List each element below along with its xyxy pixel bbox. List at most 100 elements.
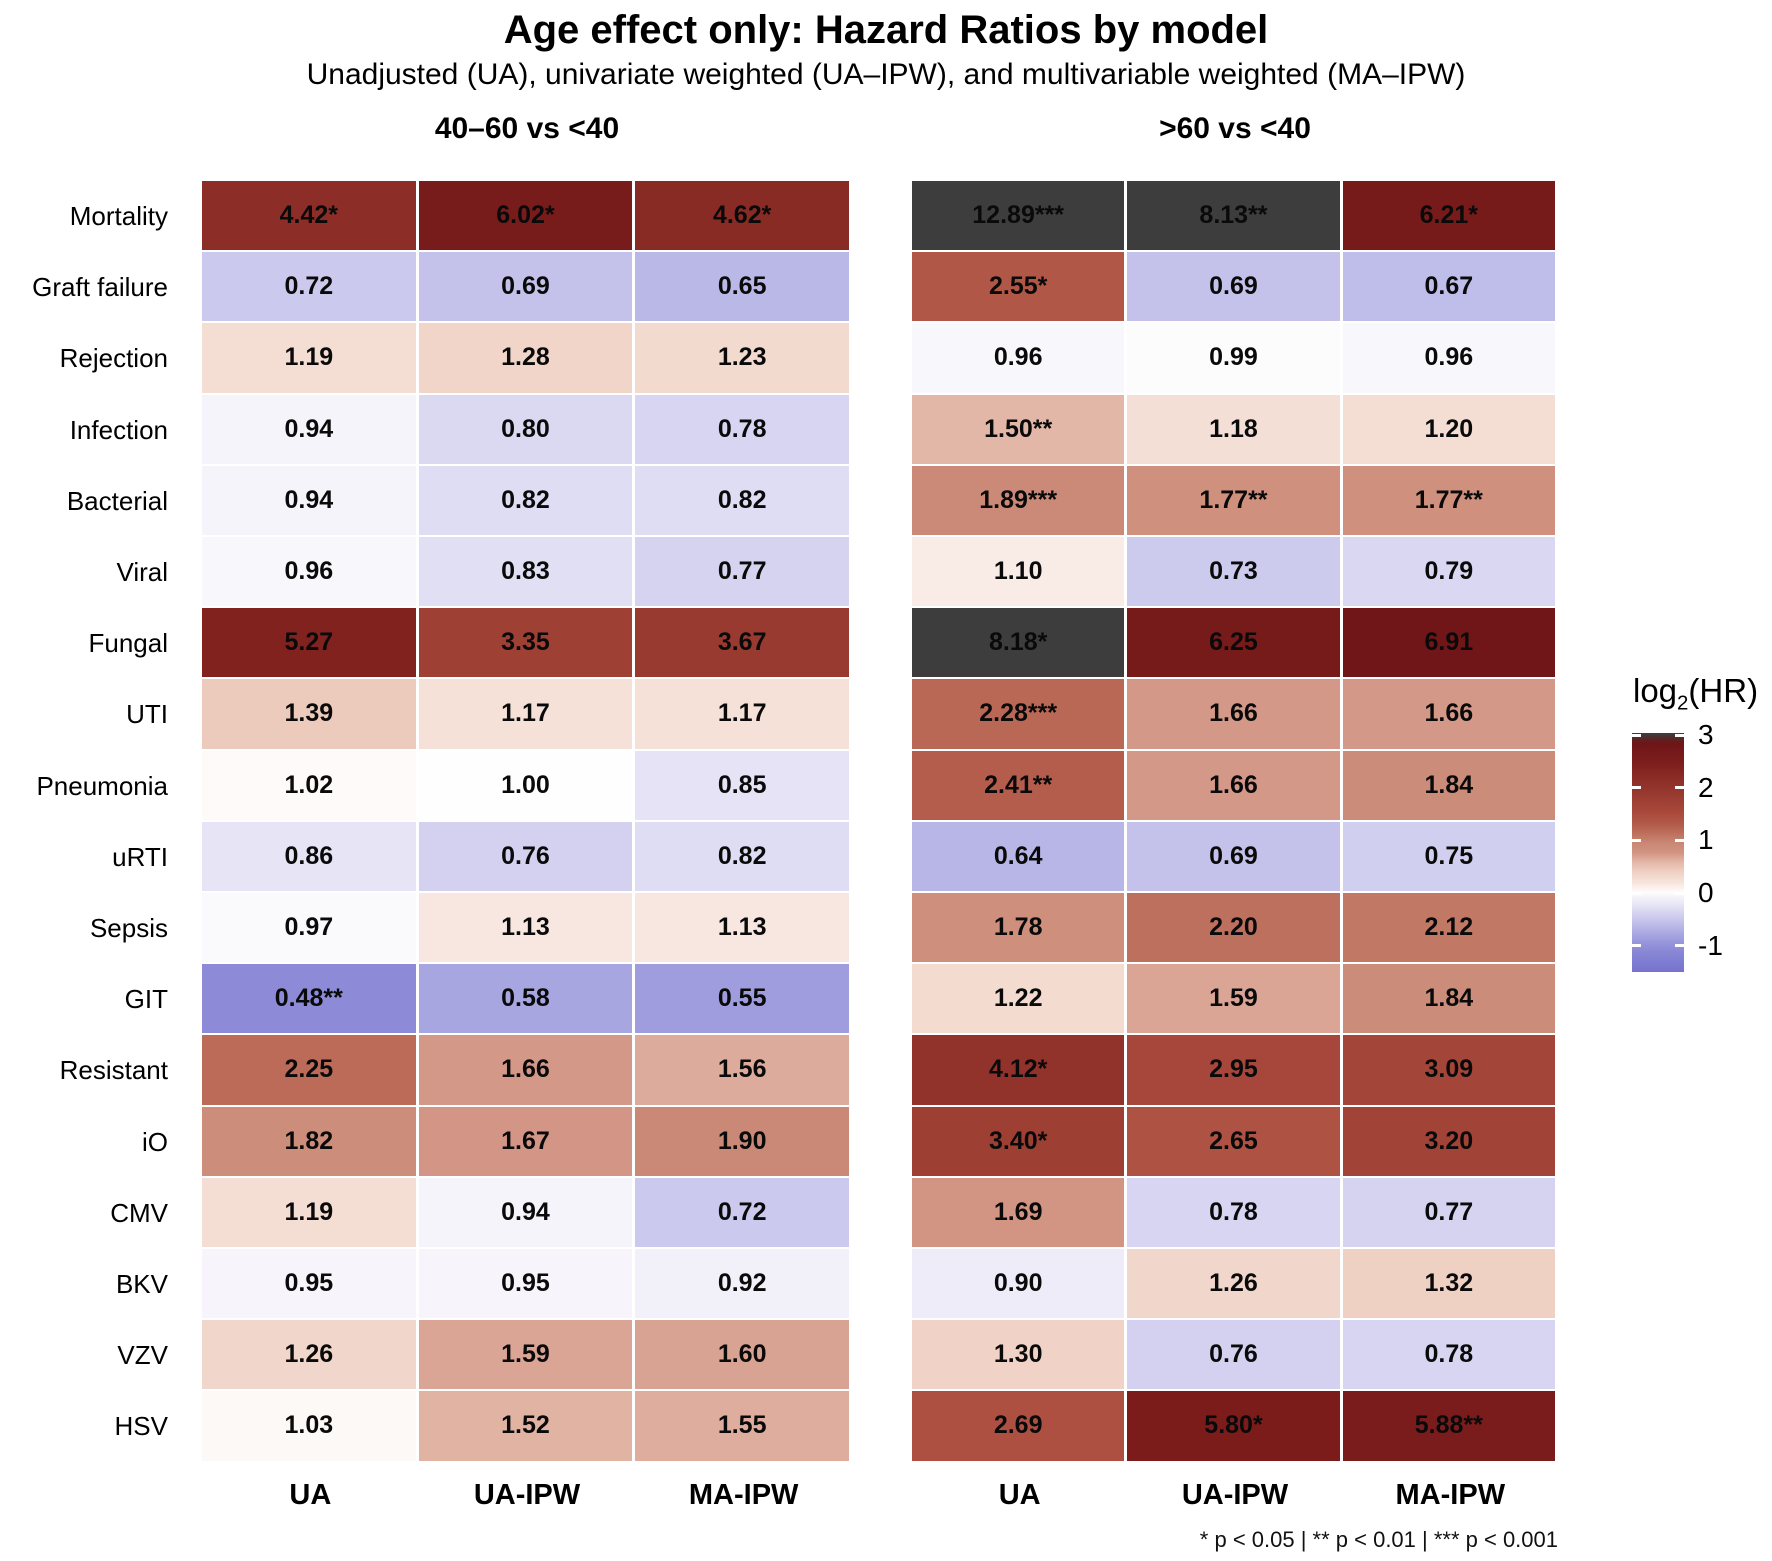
- heatmap-cell: 12.89***: [912, 181, 1125, 251]
- heatmap-cell: 2.28***: [912, 679, 1125, 749]
- heatmap-cell: 0.79: [1342, 537, 1555, 607]
- heatmap-cell: 0.86: [202, 821, 416, 891]
- row-label: Mortality: [69, 201, 168, 232]
- heatmap-cell: 1.66: [418, 1035, 633, 1105]
- heatmap-cell: 2.20: [1127, 893, 1340, 963]
- legend-tick-label: 1: [1698, 824, 1714, 856]
- legend-tick-mark: [1675, 891, 1684, 895]
- heatmap-cell: 0.73: [1127, 537, 1340, 607]
- heatmap-cell: 0.94: [202, 465, 416, 535]
- heatmap-cell: 1.66: [1127, 750, 1340, 820]
- heatmap-cell: 0.72: [635, 1177, 849, 1247]
- chart-title: Age effect only: Hazard Ratios by model: [503, 8, 1269, 52]
- heatmap-cell: 5.88**: [1342, 1391, 1555, 1461]
- heatmap-cell: 1.50**: [912, 394, 1125, 464]
- heatmap-cell: 6.25: [1127, 608, 1340, 678]
- legend-title-subscript: 2: [1677, 691, 1689, 715]
- heatmap-cell: 4.42*: [202, 181, 416, 251]
- heatmap-cell: 0.80: [418, 394, 633, 464]
- heatmap-cell: 1.84: [1342, 964, 1555, 1034]
- heatmap-cell: 5.27: [202, 608, 416, 678]
- heatmap-cell: 1.26: [202, 1320, 416, 1390]
- row-label: BKV: [115, 1269, 168, 1300]
- heatmap-cell: 3.40*: [912, 1106, 1125, 1176]
- column-axis-label: UA-IPW: [473, 1479, 581, 1511]
- heatmap-cell: 1.67: [418, 1106, 633, 1176]
- heatmap-cell: 1.00: [418, 750, 633, 820]
- heatmap-cell: 1.59: [1127, 964, 1340, 1034]
- chart-subtitle: Unadjusted (UA), univariate weighted (UA…: [306, 58, 1466, 91]
- heatmap-cell: 4.62*: [635, 181, 849, 251]
- legend-tick-mark: [1675, 944, 1684, 948]
- heatmap-cell: 2.69: [912, 1391, 1125, 1461]
- heatmap-cell: 1.17: [635, 679, 849, 749]
- heatmap-cell: 2.65: [1127, 1106, 1340, 1176]
- panel-header-40-60-vs-under40: 40–60 vs <40: [434, 112, 620, 145]
- heatmap-cell: 1.19: [202, 323, 416, 393]
- heatmap-cell: 1.02: [202, 750, 416, 820]
- row-label: Resistant: [59, 1055, 168, 1086]
- heatmap-cell: 0.97: [202, 893, 416, 963]
- heatmap-cell: 0.77: [1342, 1177, 1555, 1247]
- heatmap-cell: 8.18*: [912, 608, 1125, 678]
- legend-title-prefix: log: [1633, 672, 1678, 709]
- heatmap-cell: 3.67: [635, 608, 849, 678]
- heatmap-cell: 0.85: [635, 750, 849, 820]
- heatmap-cell: 1.60: [635, 1320, 849, 1390]
- heatmap-cell: 0.69: [418, 252, 633, 322]
- row-label: Bacterial: [66, 485, 168, 516]
- heatmap-cell: 1.13: [635, 893, 849, 963]
- legend-tick-label: -1: [1698, 929, 1723, 961]
- heatmap-cell: 1.52: [418, 1391, 633, 1461]
- legend-tick-mark: [1632, 733, 1641, 737]
- row-label: UTI: [126, 699, 168, 730]
- column-axis-label: UA: [289, 1479, 332, 1511]
- heatmap-cell: 0.58: [418, 964, 633, 1034]
- heatmap-cell: 1.82: [202, 1106, 416, 1176]
- legend-tick-mark: [1675, 733, 1684, 737]
- legend-tick-mark: [1632, 786, 1641, 790]
- row-label: uRTI: [112, 841, 168, 872]
- heatmap-cell: 0.75: [1342, 821, 1555, 891]
- heatmap-cell: 1.22: [912, 964, 1125, 1034]
- column-axis-label: UA-IPW: [1181, 1479, 1289, 1511]
- heatmap-cell: 3.35: [418, 608, 633, 678]
- heatmap-cell: 0.83: [418, 537, 633, 607]
- heatmap-cell: 1.19: [202, 1177, 416, 1247]
- heatmap-cell: 0.95: [202, 1249, 416, 1319]
- row-label: Viral: [116, 557, 168, 588]
- heatmap-cell: 1.32: [1342, 1249, 1555, 1319]
- heatmap-cell: 3.09: [1342, 1035, 1555, 1105]
- heatmap-cell: 1.77**: [1342, 465, 1555, 535]
- heatmap-cell: 2.41**: [912, 750, 1125, 820]
- heatmap-cell: 0.64: [912, 821, 1125, 891]
- heatmap-cell: 0.76: [1127, 1320, 1340, 1390]
- heatmap-cell: 2.25: [202, 1035, 416, 1105]
- legend-title-suffix: (HR): [1688, 672, 1759, 709]
- legend-tick-mark: [1632, 891, 1641, 895]
- heatmap-cell: 0.95: [418, 1249, 633, 1319]
- heatmap-cell: 0.96: [912, 323, 1125, 393]
- heatmap-cell: 0.78: [1342, 1320, 1555, 1390]
- column-axis-label: MA-IPW: [1395, 1479, 1506, 1511]
- heatmap-cell: 0.92: [635, 1249, 849, 1319]
- heatmap-cell: 1.10: [912, 537, 1125, 607]
- column-axis-label: UA: [998, 1479, 1041, 1511]
- heatmap-cell: 1.17: [418, 679, 633, 749]
- heatmap-cell: 4.12*: [912, 1035, 1125, 1105]
- heatmap-cell: 1.30: [912, 1320, 1125, 1390]
- heatmap-cell: 3.20: [1342, 1106, 1555, 1176]
- heatmap-cell: 0.76: [418, 821, 633, 891]
- heatmap-cell: 5.80*: [1127, 1391, 1340, 1461]
- column-axis-label: MA-IPW: [688, 1479, 799, 1511]
- heatmap-cell: 0.82: [418, 465, 633, 535]
- row-label: VZV: [117, 1340, 168, 1371]
- heatmap-cell: 2.95: [1127, 1035, 1340, 1105]
- heatmap-cell: 1.84: [1342, 750, 1555, 820]
- heatmap-cell: 0.69: [1127, 821, 1340, 891]
- heatmap-cell: 0.67: [1342, 252, 1555, 322]
- panel-header-over60-vs-under40: >60 vs <40: [1159, 112, 1311, 145]
- heatmap-cell: 0.82: [635, 821, 849, 891]
- heatmap-cell: 0.78: [635, 394, 849, 464]
